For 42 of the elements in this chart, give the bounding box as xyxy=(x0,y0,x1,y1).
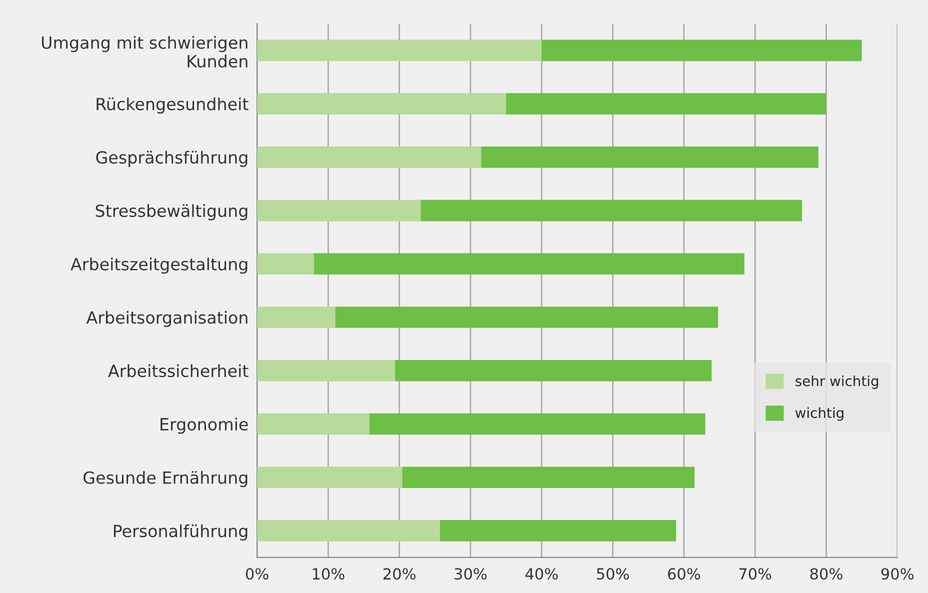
x-tick-label: 90% xyxy=(881,568,914,580)
y-tick-label: Ergonomie xyxy=(160,418,248,434)
bar xyxy=(395,360,712,382)
x-tick-label: 50% xyxy=(596,568,629,580)
bar xyxy=(506,93,826,114)
y-tick-label: Arbeitsorganisation xyxy=(86,310,248,328)
bar xyxy=(257,413,370,435)
bar xyxy=(257,200,421,222)
bar xyxy=(369,413,706,435)
x-tick-label: 70% xyxy=(739,568,772,580)
bar xyxy=(257,520,440,542)
y-tick-label: Gesprächsführung xyxy=(96,150,248,167)
y-tick-label: Stressbewältigung xyxy=(96,204,248,220)
y-tick-label: Arbeitszeitgestaltung xyxy=(70,258,248,274)
y-tick-label: Umgang mit schwierigen Kunden xyxy=(42,36,248,68)
x-tick-label: 0% xyxy=(246,568,268,580)
y-tick-label: Arbeitssicherheit xyxy=(108,364,248,378)
bar xyxy=(257,93,506,114)
bar xyxy=(257,466,402,488)
bar xyxy=(314,253,744,275)
legend-label: wichtig xyxy=(795,407,844,421)
x-tick-label: 40% xyxy=(525,568,558,580)
bar xyxy=(542,40,862,62)
bar xyxy=(420,200,802,222)
bar xyxy=(257,40,542,62)
x-tick-label: 60% xyxy=(668,568,700,580)
bar xyxy=(257,253,314,275)
bar xyxy=(481,146,818,168)
bar xyxy=(257,306,336,328)
bar xyxy=(402,466,695,488)
y-tick-label: Rückengesundheit xyxy=(96,97,248,114)
bar xyxy=(257,360,396,382)
y-tick-label: Gesunde Ernährung xyxy=(84,471,248,488)
x-tick-label: 20% xyxy=(383,568,416,580)
x-tick-label: 10% xyxy=(312,568,344,580)
x-tick-label: 80% xyxy=(810,568,842,580)
x-tick-label: 30% xyxy=(454,568,487,580)
bar xyxy=(335,306,718,328)
y-tick-label: Personalführung xyxy=(114,524,248,541)
bar xyxy=(257,146,482,168)
bar xyxy=(440,520,676,542)
legend-label: sehr wichtig xyxy=(796,376,878,389)
